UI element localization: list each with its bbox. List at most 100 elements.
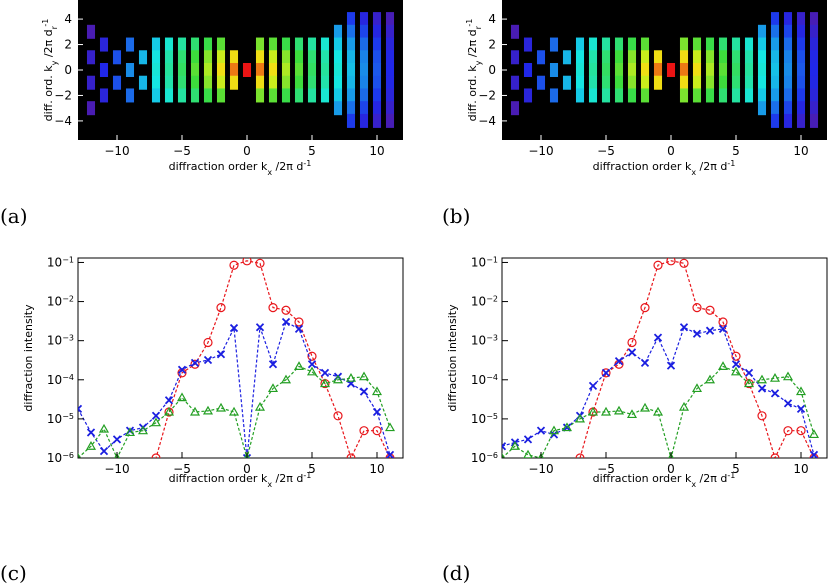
heatmap-cell [372, 88, 382, 103]
heatmap-cell [640, 88, 650, 103]
heatmap-cell [359, 50, 369, 65]
x-tick-label: 5 [732, 144, 740, 158]
heatmap-cell [138, 50, 148, 65]
heatmap-cell [692, 50, 702, 65]
heatmap-cell [320, 88, 330, 103]
x-tick-label: −10 [528, 144, 553, 158]
data-point [137, 425, 149, 435]
data-point [319, 378, 331, 388]
heatmap-cell [372, 75, 382, 90]
data-point [114, 452, 120, 458]
data-point [653, 260, 663, 270]
heatmap-cell [333, 75, 343, 90]
heatmap-cell [203, 50, 213, 65]
heatmap-cell [281, 37, 291, 52]
data-point [731, 360, 741, 369]
heatmap-cell [796, 37, 806, 52]
data-point [668, 452, 674, 458]
data-point [228, 406, 240, 416]
data-point [99, 446, 109, 456]
heatmap-cell [510, 24, 520, 39]
data-point [98, 423, 110, 433]
heatmap-cell [770, 113, 780, 128]
heatmap-cell [385, 50, 395, 65]
heatmap-cell [705, 63, 715, 77]
heatmap-cell [294, 75, 304, 90]
data-point [216, 303, 226, 313]
data-point [757, 384, 767, 393]
heatmap-cell [346, 63, 356, 77]
heatmap-cell [627, 63, 637, 77]
data-point [306, 366, 318, 376]
panel-label: (d) [442, 561, 470, 585]
heatmap-cell [731, 63, 741, 77]
data-point [359, 426, 369, 436]
panel-label: (a) [0, 204, 28, 228]
data-point [85, 441, 97, 450]
x-tick-label: 10 [369, 462, 384, 476]
data-point [717, 361, 729, 370]
heatmap-cell [796, 101, 806, 116]
data-point [163, 406, 175, 416]
heatmap-cell [359, 88, 369, 103]
heatmap-cell [705, 50, 715, 65]
heatmap-cell [796, 88, 806, 103]
heatmap-cell [536, 75, 546, 90]
heatmap-cell [718, 63, 728, 77]
data-point [744, 368, 754, 378]
heatmap-cell [333, 37, 343, 52]
data-point [523, 449, 533, 458]
heatmap-cell [229, 63, 239, 77]
heatmap-cell [216, 63, 226, 77]
heatmap-cell [770, 37, 780, 52]
heatmap-cell [614, 37, 624, 52]
heatmap-cell [255, 88, 265, 103]
x-tick-label: −5 [597, 462, 615, 476]
data-point [254, 401, 266, 411]
heatmap-cell [783, 50, 793, 65]
data-point [333, 411, 343, 421]
heatmap-cell [372, 63, 382, 77]
heatmap-cell [627, 37, 637, 52]
heatmap-cell [281, 88, 291, 103]
heatmap-cell [86, 24, 96, 39]
heatmap-cell [744, 88, 754, 103]
x-tick-label: 5 [308, 144, 316, 158]
heatmap-cell [796, 50, 806, 65]
heatmap-cell [510, 75, 520, 90]
heatmap-cell [510, 101, 520, 116]
heatmap-cell [177, 88, 187, 103]
heatmap-cell [796, 24, 806, 39]
heatmap-cell [86, 50, 96, 65]
heatmap-cell [679, 88, 689, 103]
heatmap-cell [372, 113, 382, 128]
heatmap-cell [151, 63, 161, 77]
heatmap-cell [307, 50, 317, 65]
y-axis-label: diff. ord. ky /2π dr-1 [41, 19, 59, 122]
heatmap-cell [809, 75, 819, 90]
heatmap-cell [653, 63, 663, 77]
heatmap-cell [562, 75, 572, 90]
data-point [281, 305, 291, 315]
heatmap-cell [770, 50, 780, 65]
data-point [587, 406, 599, 416]
heatmap-cell [588, 37, 598, 52]
data-point [203, 355, 213, 365]
heatmap-cell [770, 101, 780, 116]
data-point [164, 396, 174, 405]
heatmap-cell [653, 50, 663, 65]
heatmap-cell [679, 75, 689, 90]
heatmap-cell [731, 37, 741, 52]
heatmap-cell [731, 50, 741, 65]
heatmap-cell [705, 75, 715, 90]
data-point [124, 427, 136, 437]
y-tick-label: 2 [64, 38, 72, 52]
series-group [502, 258, 820, 458]
y-axis-label: diff. ord. ky /2π dr-1 [465, 19, 483, 122]
data-point [613, 405, 625, 415]
data-point [177, 365, 187, 374]
heatmap-cell [614, 75, 624, 90]
heatmap-cell [346, 12, 356, 27]
heatmap-cell [346, 37, 356, 52]
heatmap-cell [164, 50, 174, 65]
